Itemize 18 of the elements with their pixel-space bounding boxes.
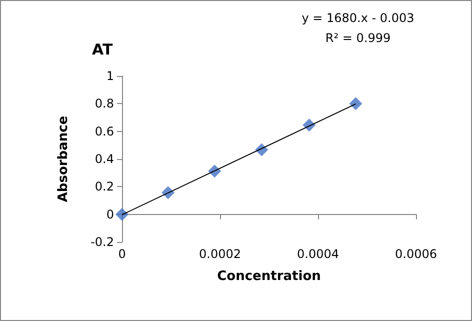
y-tick-label: 0 <box>106 207 114 222</box>
y-tick-label: 1 <box>106 69 114 83</box>
point <box>349 97 362 110</box>
y-tick-label: 0.2 <box>94 180 114 194</box>
y-tick-label: 0.4 <box>94 152 114 166</box>
y-tick-label: 0.6 <box>94 124 114 138</box>
x-tick-label: 0.0006 <box>395 247 437 261</box>
x-tick-label: 0 <box>118 247 126 261</box>
chart-title: AT <box>92 40 114 58</box>
x-tick-label: 0.0002 <box>199 247 241 261</box>
y-axis-title: Absorbance <box>56 116 71 202</box>
text: R² = 0.999 <box>325 31 391 45</box>
text: y = 1680.x - 0.003 <box>302 11 414 25</box>
y-tick-label: -0.2 <box>90 235 114 249</box>
x-tick-label: 0.0004 <box>297 247 339 261</box>
x-axis-title: Concentration <box>217 269 321 284</box>
y-tick-label: 0.8 <box>94 96 114 111</box>
point <box>116 208 128 221</box>
